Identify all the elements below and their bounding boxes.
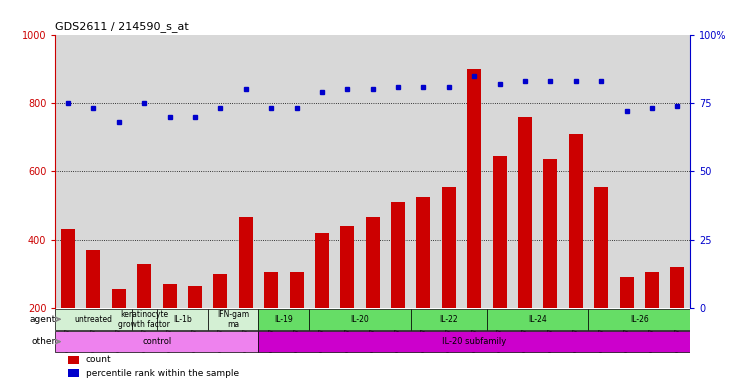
Text: control: control [142,337,171,346]
Text: percentile rank within the sample: percentile rank within the sample [86,369,239,377]
Bar [467,69,481,308]
Bar [645,272,659,308]
Bar [538,35,563,308]
Bar [258,35,284,308]
Bar [68,356,80,364]
Text: IL-19: IL-19 [275,315,293,324]
Bar [207,35,233,308]
Bar [258,309,309,330]
Bar [258,331,690,353]
Bar [670,267,684,308]
Bar [493,156,506,308]
Bar [620,277,633,308]
Bar [315,233,329,308]
Bar [188,286,202,308]
Text: untreated: untreated [75,315,112,324]
Bar [131,309,157,330]
Bar [512,35,538,308]
Text: IL-24: IL-24 [528,315,547,324]
Bar [543,159,557,308]
Text: other: other [31,337,55,346]
Bar [68,369,80,377]
Bar [487,35,512,308]
Bar [61,229,75,308]
Text: count: count [86,355,111,364]
Bar [340,226,354,308]
Bar [563,35,588,308]
Bar [518,117,532,308]
Text: agent: agent [29,315,55,324]
Bar [665,35,690,308]
Text: IL-22: IL-22 [440,315,458,324]
Text: IL-26: IL-26 [630,315,649,324]
Bar [207,309,258,330]
Bar [162,284,176,308]
Bar [289,272,303,308]
Bar [86,250,100,308]
Bar [588,309,690,330]
Bar [284,35,309,308]
Bar [569,134,583,308]
Bar [112,289,125,308]
Bar [264,272,278,308]
Bar [411,309,487,330]
Bar [385,35,411,308]
Bar [131,35,157,308]
Bar [55,309,131,330]
Bar [442,187,456,308]
Bar [55,331,258,353]
Bar [416,197,430,308]
Bar [157,309,207,330]
Text: IFN-gam
ma: IFN-gam ma [217,310,249,329]
Bar [366,217,379,308]
Bar [55,35,80,308]
Text: GDS2611 / 214590_s_at: GDS2611 / 214590_s_at [55,21,189,32]
Bar [239,217,252,308]
Bar [309,309,411,330]
Bar [639,35,665,308]
Bar [137,263,151,308]
Bar [436,35,461,308]
Bar [157,35,182,308]
Text: IL-20 subfamily: IL-20 subfamily [442,337,506,346]
Text: keratinocyte
growth factor: keratinocyte growth factor [118,310,170,329]
Bar [461,35,487,308]
Bar [594,187,608,308]
Bar [106,35,131,308]
Bar [588,35,614,308]
Bar [487,309,588,330]
Bar [411,35,436,308]
Bar [309,35,334,308]
Bar [334,35,360,308]
Bar [391,202,405,308]
Bar [80,35,106,308]
Text: IL-1b: IL-1b [173,315,192,324]
Bar [213,274,227,308]
Bar [182,35,207,308]
Bar [233,35,258,308]
Text: IL-20: IL-20 [351,315,370,324]
Bar [360,35,385,308]
Bar [614,35,639,308]
